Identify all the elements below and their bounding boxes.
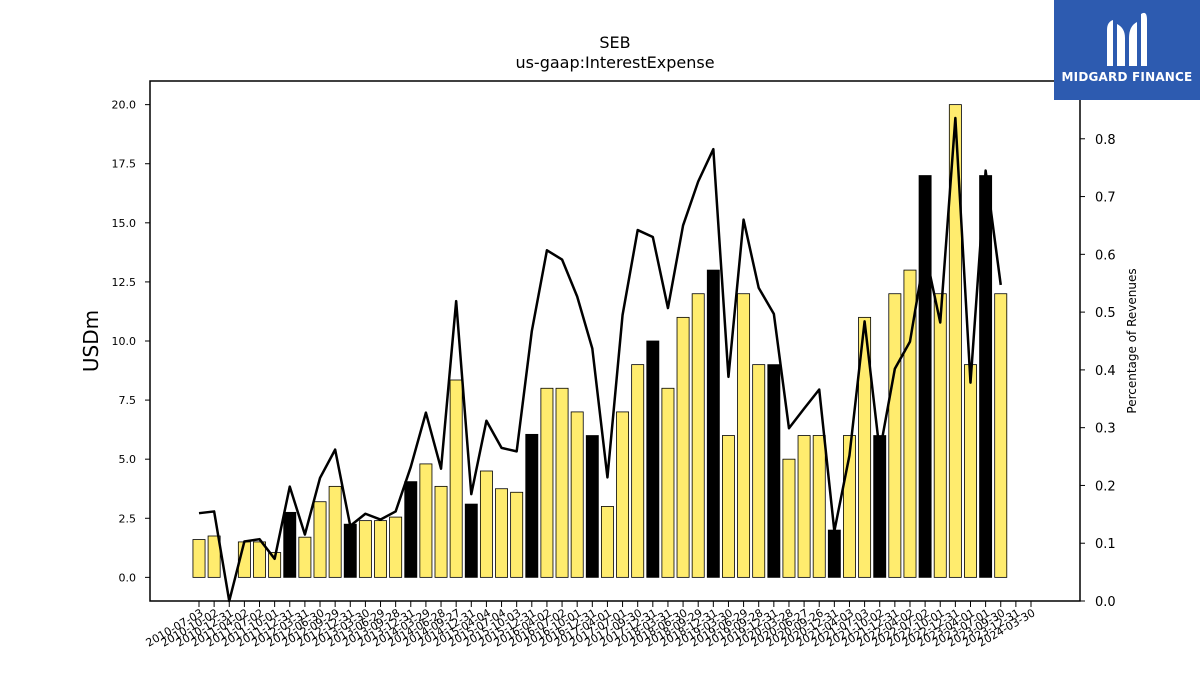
y2-tick-label: 0.2	[1095, 479, 1116, 494]
bar	[570, 411, 584, 578]
bar	[328, 485, 342, 578]
bar	[313, 501, 327, 578]
bar	[343, 523, 357, 578]
y-tick-label: 2.5	[119, 512, 137, 525]
x-ticks-group: 2010-07-032010-10-022010-12-312011-04-02…	[144, 601, 1038, 650]
bar	[812, 435, 826, 578]
y2-axis-label: Percentage of Revenues	[1125, 268, 1139, 413]
bar	[782, 458, 796, 578]
bar	[464, 503, 478, 578]
bars-group	[192, 104, 1008, 578]
y-tick-label: 10.0	[112, 335, 137, 348]
bar	[207, 535, 221, 578]
bar	[767, 364, 781, 578]
bar	[192, 539, 206, 578]
y2-tick-label: 0.8	[1095, 133, 1116, 148]
y-tick-label: 15.0	[112, 217, 137, 230]
chart-subtitle: us-gaap:InterestExpense	[515, 53, 714, 72]
y2-tick-label: 0.4	[1095, 364, 1116, 379]
bar	[555, 387, 569, 578]
bar	[298, 536, 312, 578]
y-tick-label: 5.0	[119, 453, 137, 466]
bar	[706, 269, 720, 578]
y2-tick-label: 0.7	[1095, 191, 1116, 206]
bar	[540, 387, 554, 578]
logo: MIDGARD FINANCE	[1054, 0, 1200, 100]
bar	[948, 104, 962, 578]
bar	[434, 485, 448, 578]
bar	[419, 463, 433, 578]
bar	[994, 293, 1008, 578]
y2-tick-label: 0.0	[1095, 595, 1116, 610]
bar	[858, 316, 872, 578]
bar	[585, 435, 599, 578]
bar	[646, 340, 660, 578]
bar	[253, 541, 266, 578]
line-group	[198, 116, 1002, 603]
bar	[510, 491, 524, 578]
midgard-logo-icon	[1107, 12, 1147, 66]
bar	[752, 364, 766, 578]
bar	[268, 552, 282, 578]
y-axis-label: USDm	[79, 310, 103, 372]
y-tick-label: 12.5	[112, 276, 137, 289]
y-tick-label: 7.5	[119, 394, 137, 407]
bar	[827, 529, 841, 578]
bar	[722, 435, 735, 578]
bar	[616, 411, 630, 578]
series-line	[198, 116, 1002, 603]
bar	[283, 511, 297, 578]
bar	[525, 433, 539, 578]
y-tick-label: 0.0	[119, 571, 137, 584]
y2-tick-label: 0.3	[1095, 422, 1116, 437]
bar	[933, 293, 947, 578]
y2-tick-label: 0.6	[1095, 248, 1116, 263]
bar	[374, 520, 387, 578]
y-tick-label: 17.5	[112, 158, 137, 171]
bar	[888, 293, 902, 578]
bar	[661, 387, 675, 578]
bar	[873, 435, 887, 578]
y-ticks-group: 0.0 2.5 5.0 7.5 10.0 12.5 15.0 17.5 20.0	[112, 99, 150, 584]
chart-title: SEB	[599, 33, 630, 52]
bar	[389, 516, 403, 578]
bar	[600, 506, 614, 578]
y2-ticks-group: 0.0 0.1 0.2 0.3 0.4 0.5 0.6 0.7 0.8	[1080, 133, 1116, 610]
bar	[495, 488, 508, 578]
bar	[358, 520, 372, 578]
bar	[737, 293, 751, 578]
bar	[449, 379, 463, 578]
y-tick-label: 20.0	[112, 99, 137, 112]
bar	[404, 481, 418, 578]
y2-tick-label: 0.1	[1095, 537, 1116, 552]
bar	[797, 435, 811, 578]
bar	[676, 316, 690, 578]
bar	[631, 364, 645, 578]
bar	[479, 470, 493, 578]
bar	[918, 175, 932, 578]
bar	[964, 364, 977, 578]
bar	[691, 293, 705, 578]
y2-tick-label: 0.5	[1095, 306, 1116, 321]
logo-brand-text: MIDGARD FINANCE	[1061, 70, 1193, 84]
